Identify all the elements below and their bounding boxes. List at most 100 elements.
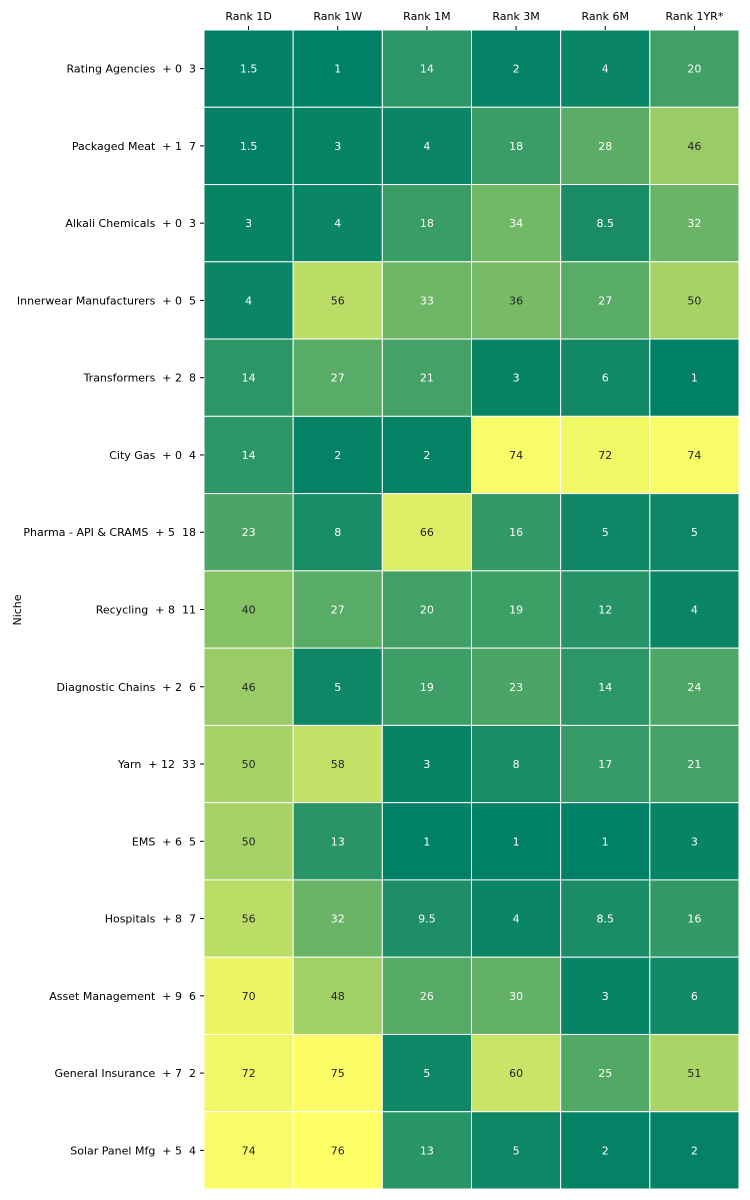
cell-value-label: 19 [420,681,434,694]
cell-value-label: 14 [598,681,612,694]
column-tick-label: Rank 1M [403,10,450,23]
cell-value-label: 14 [242,372,256,385]
heatmap-cell [649,1111,740,1190]
heatmap-cell [560,338,651,417]
row-tick-label: Hospitals + 8 7 [105,913,196,926]
cell-value-label: 8 [513,758,520,771]
cell-value-label: 4 [334,217,341,230]
row-tick-label: City Gas + 0 4 [109,449,196,462]
cell-value-label: 2 [691,1144,698,1157]
cell-value-label: 4 [245,294,252,307]
cell-value-label: 18 [509,140,523,153]
heatmap-cell [560,724,651,804]
heatmap-cell [471,29,562,108]
cell-value-label: 1 [334,63,341,76]
cell-value-label: 17 [598,758,612,771]
cell-value-label: 40 [242,604,256,617]
cell-value-label: 32 [687,217,701,230]
heatmap-cell [649,106,740,186]
heatmap-cell [471,802,562,881]
heatmap-cell [381,570,473,649]
heatmap-cell [203,802,294,881]
cell-value-label: 74 [242,1144,256,1157]
heatmap-cell [471,879,562,958]
cell-value-label: 27 [598,294,612,307]
heatmap-cell [649,1033,740,1113]
cell-value-label: 4 [423,140,430,153]
heatmap-cell [560,570,651,649]
heatmap-cell [292,647,383,726]
cell-value-label: 14 [242,449,256,462]
cell-value-label: 5 [602,526,609,539]
cell-value-label: 6 [691,990,698,1003]
cell-value-label: 8.5 [597,913,615,926]
cell-value-label: 5 [691,526,698,539]
cell-value-label: 18 [420,217,434,230]
heatmap-cell [203,956,294,1035]
cell-value-label: 3 [334,140,341,153]
cell-value-label: 66 [420,526,434,539]
row-tick-label: Alkali Chemicals + 0 3 [65,217,196,230]
heatmap-cell [471,106,562,186]
heatmap-cell [649,29,740,108]
heatmap-cell [649,802,740,881]
cell-value-label: 36 [509,294,523,307]
cell-value-label: 5 [513,1144,520,1157]
heatmap-cell [381,879,473,958]
row-tick-label: Recycling + 8 11 [96,604,196,617]
row-tick-labels: Rating Agencies + 0 3 Packaged Meat + 1 7… [17,63,204,1157]
heatmap-cell [560,1033,651,1113]
row-tick-label: Rating Agencies + 0 3 [66,63,196,76]
heatmap-cell [471,1033,562,1113]
heatmap-cell [292,956,383,1035]
cell-value-label: 2 [423,449,430,462]
heatmap-cell [381,1111,473,1190]
heatmap-cell [292,1111,383,1190]
cell-value-label: 72 [598,449,612,462]
cell-value-label: 3 [245,217,252,230]
cell-value-label: 23 [509,681,523,694]
cell-value-label: 74 [509,449,523,462]
heatmap-cell [203,570,294,649]
heatmap-cell [649,879,740,958]
heatmap-cell [560,184,651,263]
column-tick-label: Rank 6M [582,10,629,23]
heatmap-cell [471,570,562,649]
heatmap-cell [292,106,383,186]
column-tick-label: Rank 1YR* [665,10,723,23]
cell-value-label: 27 [331,604,345,617]
column-tick-label: Rank 1W [313,10,362,23]
cell-value-label: 13 [331,835,345,848]
cell-value-label: 20 [420,604,434,617]
cell-value-label: 56 [242,913,256,926]
heatmap-cell [203,879,294,958]
heatmap-cell [381,1033,473,1113]
row-tick-label: General Insurance + 7 2 [54,1067,196,1080]
cell-value-label: 3 [602,990,609,1003]
heatmap-cell [649,493,740,572]
cell-value-label: 33 [420,294,434,307]
heatmap-cell [203,184,294,263]
cell-value-label: 16 [687,913,701,926]
heatmap-cell [381,647,473,726]
heatmap-cell [203,415,294,495]
cell-value-label: 1 [513,835,520,848]
heatmap-cell [560,647,651,726]
cell-value-label: 74 [687,449,701,462]
heatmap-cell [203,1111,294,1190]
cell-value-label: 8 [334,526,341,539]
cell-value-label: 34 [509,217,523,230]
row-tick-label: EMS + 6 5 [132,835,196,848]
cell-value-label: 27 [331,372,345,385]
cell-value-label: 5 [423,1067,430,1080]
heatmap-cell [381,338,473,417]
cell-value-label: 1.5 [240,63,258,76]
heatmap-cell [203,493,294,572]
cell-value-label: 2 [602,1144,609,1157]
heatmap-cell [560,415,651,495]
heatmap-cell [649,647,740,726]
heatmap-cells: 1.5 1 14 2 4 201.5 3 4 18 28 463 4 18 34 8.5 324 56 33 36 2… [203,29,740,1190]
row-tick-label: Yarn + 12 33 [117,758,196,771]
heatmap-cell [649,956,740,1035]
cell-value-label: 3 [423,758,430,771]
